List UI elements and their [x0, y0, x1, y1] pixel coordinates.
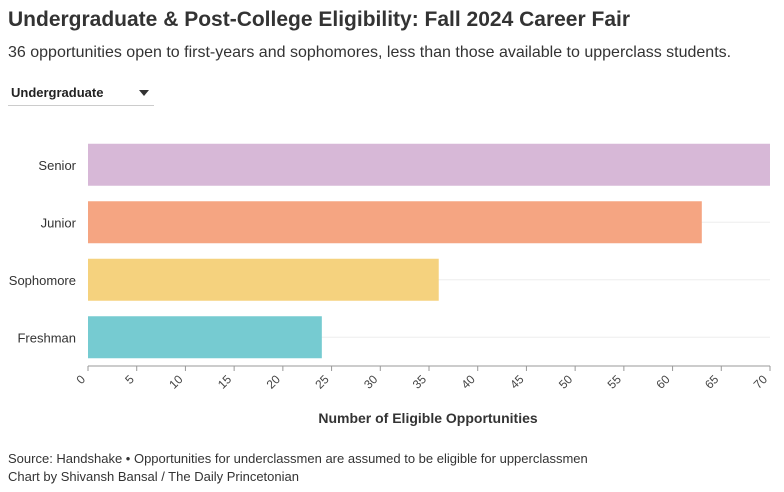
bar-senior	[88, 143, 770, 186]
category-label: Senior	[38, 158, 76, 173]
x-tick-label: 65	[702, 372, 722, 392]
level-dropdown[interactable]: Undergraduate	[8, 80, 154, 106]
footer: Source: Handshake • Opportunities for un…	[8, 450, 588, 486]
bar-junior	[88, 201, 702, 244]
category-label: Freshman	[17, 330, 76, 345]
x-tick-label: 0	[73, 372, 88, 387]
source-note: Source: Handshake • Opportunities for un…	[8, 451, 588, 466]
x-tick-label: 10	[166, 372, 186, 392]
category-label: Junior	[41, 215, 77, 230]
chart-subtitle: 36 opportunities open to first-years and…	[8, 44, 732, 61]
bars	[88, 143, 770, 359]
x-axis-label: Number of Eligible Opportunities	[318, 410, 538, 426]
bar-freshman	[88, 316, 322, 359]
x-tick-label: 70	[751, 372, 771, 392]
x-axis: 0 5 10 15 20 25 30 35 40 45 50 55 60 65 70	[73, 365, 771, 392]
credit-note: Chart by Shivansh Bansal / The Daily Pri…	[8, 469, 299, 484]
bar-sophomore	[88, 258, 439, 301]
x-tick-label: 40	[458, 372, 478, 392]
bar-chart: Senior Junior Sophomore Freshman 0 5 10 15 20 25…	[9, 143, 771, 426]
x-tick-label: 55	[605, 372, 625, 392]
x-tick-label: 35	[410, 372, 430, 392]
gridlines	[88, 164, 770, 338]
x-tick-label: 30	[361, 372, 381, 392]
chart-title: Undergraduate & Post-College Eligibility…	[8, 8, 631, 31]
x-tick-label: 50	[556, 372, 576, 392]
x-tick-label: 60	[653, 372, 673, 392]
x-tick-label: 15	[215, 372, 235, 392]
x-tick-label: 5	[122, 372, 137, 387]
category-labels: Senior Junior Sophomore Freshman	[9, 158, 77, 346]
category-label: Sophomore	[9, 273, 76, 288]
x-tick-label: 45	[507, 372, 527, 392]
caret-down-icon	[139, 90, 149, 96]
x-tick-label: 20	[264, 372, 284, 392]
dropdown-selected-value: Undergraduate	[11, 85, 104, 100]
x-tick-label: 25	[312, 372, 332, 392]
